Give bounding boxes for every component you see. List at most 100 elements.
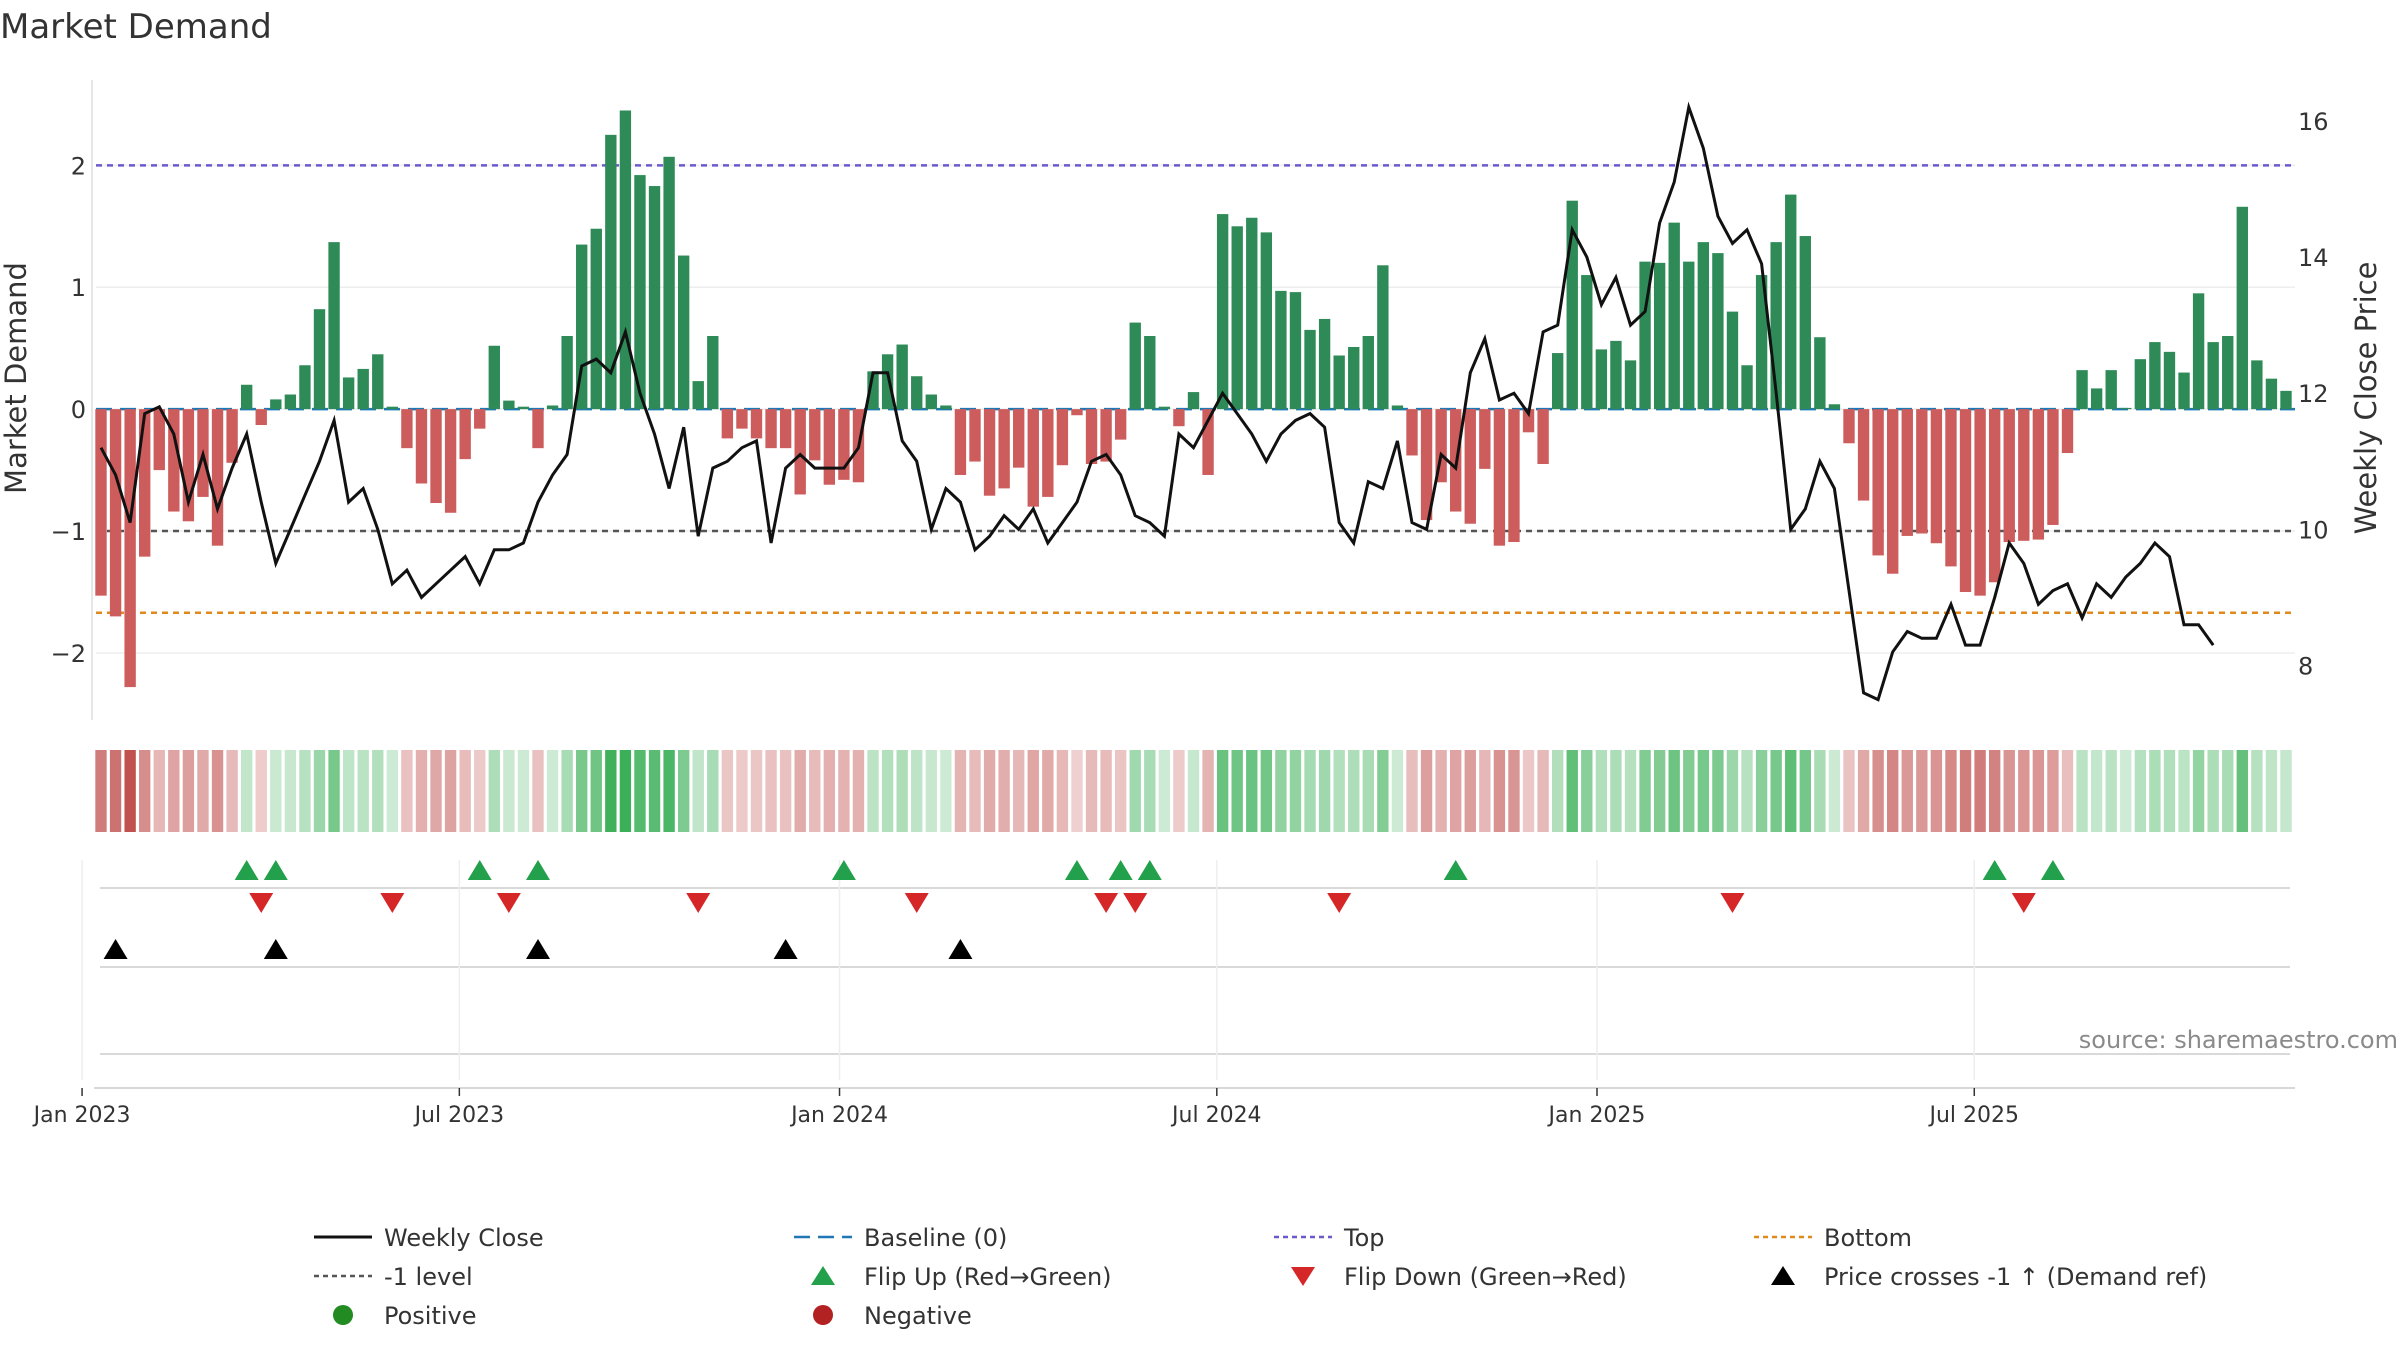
heat-cell [794,750,806,832]
demand-bar [255,409,267,425]
heat-cell [1173,750,1185,832]
heat-cell [1522,750,1535,832]
heat-cell [1959,750,1972,832]
demand-bar [1726,311,1739,410]
demand-bar [1085,409,1098,464]
y2-axis-label: Weekly Close Price [2349,262,2383,535]
demand-bar [750,409,763,439]
legend-label: Top [1343,1224,1385,1252]
demand-bar [2090,388,2103,410]
heat-cell [1420,750,1433,832]
heat-cell [299,750,311,832]
heat-cell [750,750,763,832]
price-cross-marker [773,939,798,959]
demand-bar [503,400,515,410]
demand-bar [1814,337,1826,410]
demand-bar [1275,290,1287,410]
heat-cell [1595,750,1608,832]
flip-down-marker [1094,893,1119,913]
heat-cell [2149,750,2161,832]
heat-cell [2003,750,2015,832]
demand-bar [2222,336,2234,410]
heat-cell [925,750,937,832]
flip-down-marker [249,893,274,913]
demand-bar [1887,409,1899,574]
demand-bar [1581,275,1593,410]
heat-cell [969,750,981,832]
heat-cell [1537,750,1549,832]
legend-swatch [333,1305,353,1325]
legend-label: Negative [864,1302,972,1330]
demand-bar [1246,217,1258,410]
flip-up-marker [467,860,492,880]
legend-item-cross: Price crosses -1 ↑ (Demand ref) [1771,1263,2207,1291]
demand-bar [794,409,806,495]
y-axis-label: Market Demand [0,262,33,494]
heat-cell [444,750,457,832]
legend-item-bottom: Bottom [1754,1224,1912,1252]
price-cross-marker [526,939,550,959]
demand-bar [1595,349,1608,410]
flip-up-marker [2040,860,2065,880]
demand-bar [663,156,675,410]
heat-cell [677,750,690,832]
demand-bar [2047,409,2059,525]
heat-cell [911,750,923,832]
demand-bar [1202,409,1214,475]
demand-bar [284,394,297,410]
heat-cell [226,750,238,832]
heat-cell [590,750,602,832]
heat-cell [1857,750,1870,832]
demand-bar [2251,360,2263,410]
heat-cell [1071,750,1083,832]
demand-bar [561,336,573,410]
demand-bar [211,409,224,546]
heat-cell [852,750,865,832]
legend-label: Bottom [1824,1224,1912,1252]
heat-cell [1508,750,1520,832]
heat-cell [2163,750,2176,832]
heat-cell [809,750,821,832]
heat-cell [2120,750,2132,832]
y-tick-label: 2 [71,152,86,180]
heat-cell [1872,750,1884,832]
demand-bar [313,309,326,410]
demand-bar [809,409,821,461]
heat-cell [1231,750,1243,832]
heat-cell [1042,750,1054,832]
demand-bar [2120,407,2132,410]
heat-cell [2280,750,2292,832]
heat-cell [459,750,471,832]
heat-cell [1348,750,1360,832]
heat-cell [1683,750,1695,832]
flip-down-marker [1327,893,1352,913]
demand-bar [736,409,748,429]
legend-label: Baseline (0) [864,1224,1007,1252]
heat-cell [1435,750,1447,832]
heat-cell [124,750,136,832]
heat-cell [2236,750,2248,832]
demand-bar [2163,351,2176,410]
demand-bar [1741,365,1753,410]
demand-bar [1304,329,1316,410]
demand-bar [2105,370,2117,410]
demand-bar [459,409,471,460]
heat-cell [168,750,180,832]
heat-cell [1916,750,1928,832]
flip-up-marker [1982,860,2007,880]
demand-bar [1435,409,1447,483]
heat-cell [1930,750,1943,832]
heat-cell [998,750,1010,832]
demand-bars [95,110,2292,688]
demand-bar [1377,265,1389,410]
flip-up-marker [234,860,259,880]
demand-bar [1129,322,1141,410]
demand-bar [2149,342,2161,410]
demand-bar [998,409,1010,489]
heat-cell [1653,750,1666,832]
demand-bar [430,409,442,504]
heat-cell [182,750,195,832]
demand-bar [983,409,996,496]
heat-cell [896,750,908,832]
flip-up-marker [526,860,550,880]
